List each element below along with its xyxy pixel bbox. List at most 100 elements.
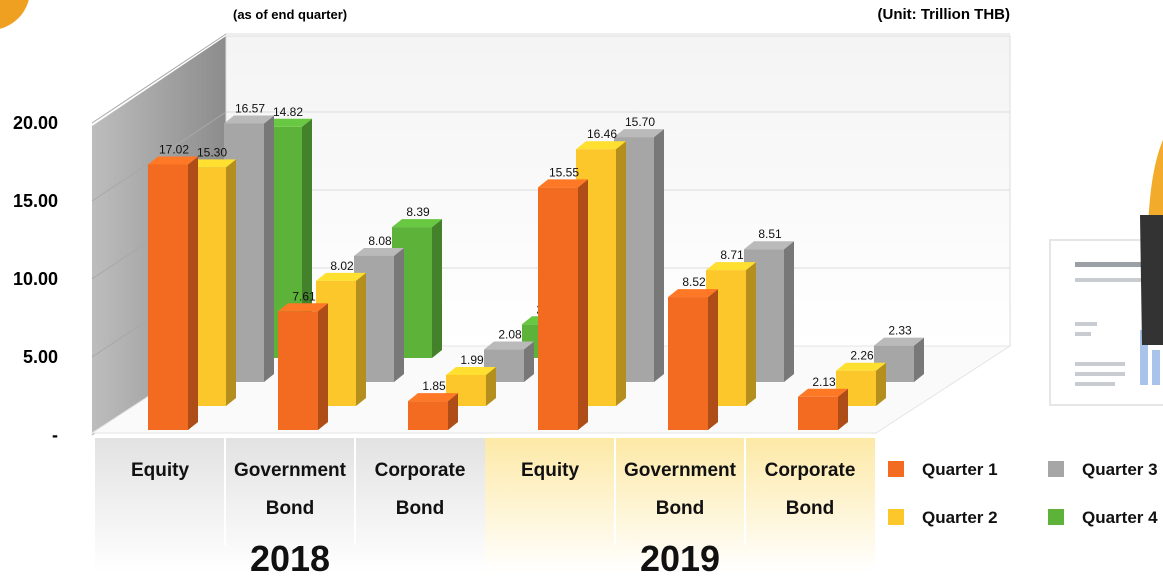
value-label: 17.02 [159, 142, 189, 156]
value-label: 2.13 [812, 375, 836, 389]
x-tick-label: Government Bond [624, 460, 736, 519]
value-label: 1.85 [422, 379, 446, 393]
value-label: 14.82 [273, 105, 303, 119]
bar-top [186, 159, 236, 168]
value-label: 8.52 [682, 275, 706, 289]
bar-top [744, 241, 794, 250]
bar-side [708, 289, 718, 430]
bar-top [874, 337, 924, 346]
bar-top [392, 219, 442, 228]
x-tick-label: Corporate Bond [764, 460, 856, 519]
legend-label: Quarter 1 [922, 460, 998, 479]
value-label: 8.39 [406, 205, 430, 219]
bar [668, 297, 708, 430]
bar-top [484, 341, 534, 350]
group-label: 2019 [639, 538, 721, 579]
bar-top [262, 118, 312, 127]
value-label: 2.33 [888, 324, 912, 338]
value-label: 8.02 [330, 259, 354, 273]
bar-side [394, 247, 404, 382]
bar-top [538, 179, 588, 188]
unit-note: (Unit: Trillion THB) [878, 6, 1010, 23]
legend-item: Quarter 1 [888, 460, 998, 480]
decor-circle [0, 0, 29, 29]
bar-side [578, 179, 588, 430]
legend-swatch [888, 509, 904, 525]
year-band [95, 438, 485, 573]
bar [798, 396, 838, 430]
bar [148, 164, 188, 430]
bar-side [838, 388, 848, 430]
bar-side [226, 159, 236, 406]
bar-top [446, 366, 496, 375]
y-tick-label: - [52, 425, 58, 445]
legend-swatch [888, 461, 904, 477]
legend-item: Quarter 3 [1048, 460, 1158, 480]
y-tick-label: 5.00 [23, 347, 58, 367]
bar-top [614, 129, 664, 138]
illustration [1049, 140, 1163, 406]
bar [278, 311, 318, 430]
bar-side [784, 241, 794, 382]
bar-side [876, 362, 886, 406]
bar-top [836, 362, 886, 371]
x-tick-label: Equity [130, 460, 190, 481]
bar-side [524, 341, 534, 382]
value-label: 15.70 [625, 115, 655, 129]
bar-top [798, 388, 848, 397]
group-label: 2018 [249, 538, 331, 579]
y-tick-label: 15.00 [13, 191, 58, 211]
value-label: 16.46 [587, 127, 617, 141]
legend-label: Quarter 3 [1082, 460, 1158, 479]
bar-side [356, 272, 366, 406]
value-label: 15.30 [197, 145, 227, 159]
value-label: 1.99 [460, 353, 484, 367]
bar-top [668, 289, 718, 298]
bar-side [302, 118, 312, 358]
bar-side [188, 156, 198, 430]
bar-top [576, 141, 626, 150]
bar-side [616, 141, 626, 406]
bar-side [264, 115, 274, 383]
legend-item: Quarter 4 [1048, 508, 1158, 528]
bar-side [432, 219, 442, 358]
bar [408, 401, 448, 430]
y-tick-label: 20.00 [13, 113, 58, 133]
bar-top [278, 303, 328, 312]
value-label: 16.57 [235, 102, 265, 116]
bar-top [706, 262, 756, 271]
legend-label: Quarter 2 [922, 508, 998, 527]
bar-side [486, 366, 496, 406]
grid-line-side [91, 33, 227, 124]
bar-side [914, 337, 924, 382]
legend-label: Quarter 4 [1082, 508, 1158, 527]
bar-top [354, 247, 404, 256]
bar-side [746, 262, 756, 406]
y-tick-label: 10.00 [13, 269, 58, 289]
bar-side [448, 393, 458, 430]
value-label: 7.61 [292, 289, 316, 303]
x-tick-label: Government Bond [234, 460, 346, 519]
value-label: 8.08 [368, 234, 392, 248]
value-label: 8.51 [758, 227, 782, 241]
value-label: 15.55 [549, 165, 579, 179]
bar-side [654, 129, 664, 382]
bar-top [316, 272, 366, 281]
legend-item: Quarter 2 [888, 508, 998, 528]
value-label: 8.71 [720, 248, 744, 262]
band-dividers [224, 438, 746, 545]
value-label: 2.26 [850, 349, 874, 363]
bar-top [224, 115, 274, 124]
x-tick-label: Equity [520, 460, 580, 481]
legend-swatch [1048, 461, 1064, 477]
value-label: 2.08 [498, 328, 522, 342]
year-band [485, 438, 875, 573]
bar-top [408, 393, 458, 402]
x-tick-label: Corporate Bond [374, 460, 466, 519]
subtitle: (as of end quarter) [233, 7, 347, 22]
bar-top [148, 156, 198, 165]
bar-side [318, 303, 328, 430]
legend-swatch [1048, 509, 1064, 525]
